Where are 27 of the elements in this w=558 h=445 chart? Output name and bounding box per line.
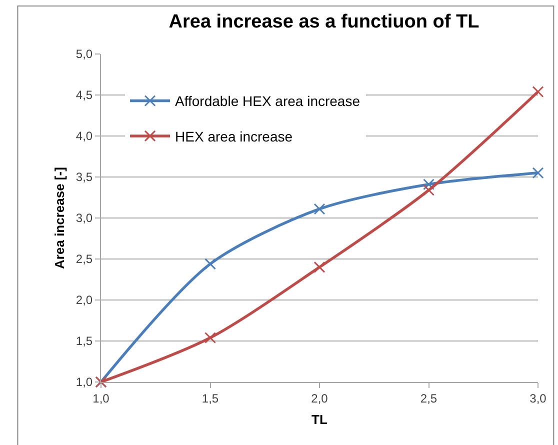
point <box>532 86 544 98</box>
x-axis-title: TL <box>312 412 328 427</box>
point <box>532 167 544 179</box>
point <box>204 332 216 344</box>
x-tick-label: 2,5 <box>420 391 438 406</box>
legend-label: HEX area increase <box>175 128 293 144</box>
y-tick-label: 4,5 <box>76 88 93 102</box>
point <box>314 203 326 215</box>
y-tick-label: 4,0 <box>76 129 93 144</box>
point <box>314 261 326 273</box>
point <box>423 178 434 190</box>
x-tick-label: 1,0 <box>92 391 110 406</box>
point <box>204 258 216 270</box>
y-tick-label: 2,5 <box>76 252 93 266</box>
point <box>423 184 434 196</box>
y-tick-label: 2,0 <box>76 293 93 308</box>
y-tick-label: 5,0 <box>76 47 93 62</box>
y-axis-title: Area increase [-] <box>52 167 67 269</box>
x-tick-label: 3,0 <box>530 391 547 406</box>
y-tick-label: 3,5 <box>76 170 93 184</box>
x-tick-label: 2,0 <box>311 391 328 406</box>
legend-label: Affordable HEX area increase <box>175 93 360 110</box>
chart-title: Area increase as a functiuon of TL <box>168 11 480 32</box>
y-tick-label: 3,0 <box>76 211 93 226</box>
y-tick-label: 1,0 <box>76 375 93 390</box>
y-tick-label: 1,5 <box>76 334 93 348</box>
x-tick-label: 1,5 <box>202 391 219 406</box>
